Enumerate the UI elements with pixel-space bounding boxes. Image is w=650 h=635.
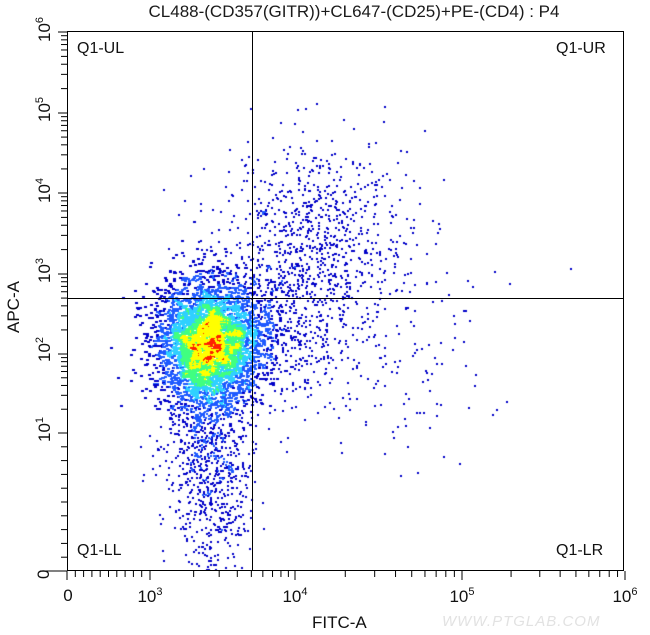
watermark: WWW.PTGLAB.COM <box>442 613 601 630</box>
y-tick-0: 0 <box>34 569 53 579</box>
quadrant-label-ul: Q1-UL <box>77 40 125 57</box>
quadrant-label-lr: Q1-LR <box>556 542 604 559</box>
quadrant-gate-vertical[interactable] <box>252 31 253 571</box>
y-tick-1e5: 105 <box>34 96 54 122</box>
x-tick-0: 0 <box>63 586 73 605</box>
y-tick-1e6: 106 <box>34 16 54 42</box>
scatter-plot-area <box>68 32 623 570</box>
y-tick-1e3: 103 <box>34 257 54 283</box>
x-tick-1e6: 106 <box>612 586 638 606</box>
x-tick-1e4: 104 <box>282 586 308 606</box>
quadrant-gate-horizontal[interactable] <box>67 298 624 299</box>
quadrant-label-ur: Q1-UR <box>556 40 606 57</box>
quadrant-label-ll: Q1-LL <box>77 542 122 559</box>
x-tick-1e5: 105 <box>449 586 475 606</box>
y-tick-1e1: 101 <box>34 416 54 442</box>
x-axis-label: FITC-A <box>312 613 367 632</box>
chart-title: CL488-(CD357(GITR))+CL647-(CD25)+PE-(CD4… <box>148 2 560 21</box>
plot-frame <box>67 31 624 571</box>
y-tick-1e2: 102 <box>34 336 54 362</box>
y-tick-1e4: 104 <box>34 177 54 203</box>
x-tick-1e3: 103 <box>137 586 163 606</box>
y-axis-label: APC-A <box>4 281 23 333</box>
